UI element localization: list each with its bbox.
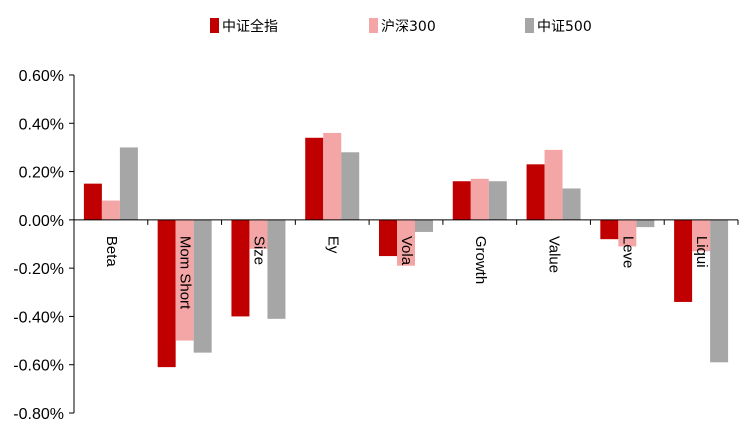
bar-value-series-3	[562, 188, 581, 220]
bar-leve-series-1	[600, 219, 619, 240]
y-tick-label: 0.00%	[19, 213, 64, 230]
y-tick-label: 0.40%	[19, 116, 64, 133]
legend-label: 沪深300	[381, 19, 436, 35]
category-label: Vola	[398, 236, 415, 266]
category-labels: Beta Mom Short Size Ey Vola Growth Value Leve Li…	[103, 236, 710, 310]
bar-beta-series-3	[119, 147, 138, 220]
bar-ey-series-3	[341, 152, 360, 220]
bar-vola-series-2	[397, 219, 415, 266]
category-label: Mom Short	[177, 236, 194, 310]
bar-size-series-2	[249, 219, 268, 249]
bar-beta-series-2	[101, 200, 120, 220]
bar-mom-short-series-2	[175, 219, 194, 341]
category-label: Beta	[103, 236, 120, 268]
y-tick-label: 0.20%	[19, 165, 64, 182]
y-tick-label: -0.60%	[13, 358, 64, 375]
bar-mom-short-series-3	[193, 219, 212, 353]
bar-area	[83, 132, 729, 368]
x-axis	[73, 219, 739, 225]
y-tick-label: -0.80%	[13, 406, 64, 423]
bar-liqui-series-1	[674, 219, 693, 302]
bar-mom-short-series-1	[157, 219, 176, 368]
y-axis: 0.60% 0.40% 0.20% 0.00% -0.20% -0.40% -0.60% -0…	[13, 68, 75, 423]
category-label: Liqui	[693, 236, 710, 268]
bar-ey-series-1	[305, 137, 324, 220]
bar-value-series-2	[544, 149, 563, 220]
bar-leve-series-2	[618, 219, 637, 247]
bar-growth-series-2	[470, 178, 489, 220]
category-label: Value	[546, 236, 563, 273]
bar-vola-series-1	[379, 219, 397, 257]
bar-growth-series-3	[488, 181, 507, 220]
bar-vola-series-3	[415, 219, 433, 232]
y-tick-label: 0.60%	[19, 68, 64, 85]
category-label: Ey	[324, 236, 341, 254]
bar-beta-series-1	[83, 183, 102, 220]
bar-value-series-1	[526, 164, 545, 220]
category-label: Leve	[619, 236, 636, 269]
legend-swatch	[525, 18, 534, 33]
legend-label: 中证500	[537, 19, 592, 35]
y-tick-label: -0.40%	[13, 309, 64, 326]
y-tick-label: -0.20%	[13, 261, 64, 278]
chart-legend: 中证全指 沪深300 中证500	[210, 18, 592, 35]
category-label: Size	[250, 236, 267, 265]
category-label: Growth	[472, 236, 489, 284]
legend-label: 中证全指	[222, 18, 278, 35]
bar-liqui-series-3	[710, 219, 729, 363]
bar-size-series-3	[267, 219, 286, 319]
bar-ey-series-2	[323, 132, 342, 220]
bar-size-series-1	[231, 219, 250, 317]
bar-leve-series-3	[636, 219, 655, 228]
legend-swatch	[210, 18, 219, 33]
bar-liqui-series-2	[692, 219, 711, 252]
legend-swatch	[369, 18, 378, 33]
bar-growth-series-1	[452, 181, 471, 220]
